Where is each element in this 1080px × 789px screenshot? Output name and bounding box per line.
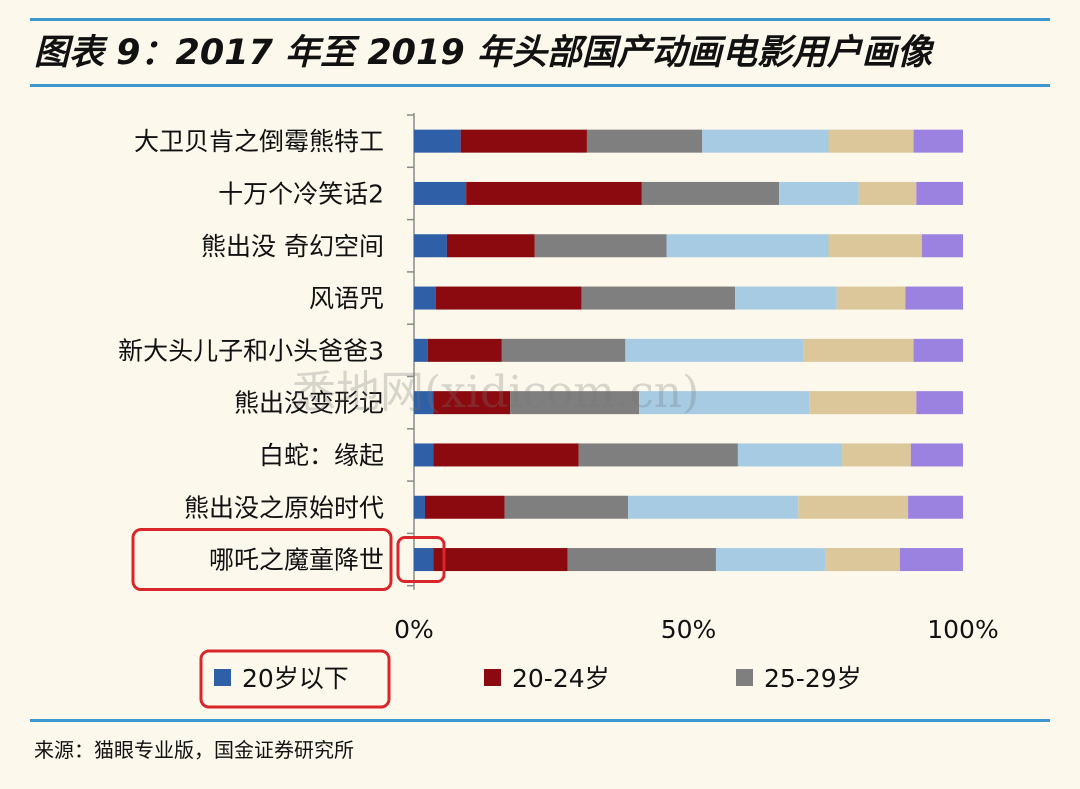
category-label: 白蛇：缘起: [259, 441, 384, 470]
x-tick-label: 50%: [661, 615, 717, 644]
bar-segment-series-4: [715, 548, 826, 572]
highlight-box-category: [131, 528, 393, 592]
bar-segment-20岁以下: [414, 181, 467, 205]
highlight-boxes: [131, 528, 446, 709]
bar-segment-series-4: [779, 181, 859, 205]
bar-segment-series-5: [803, 338, 914, 362]
bar-segment-20-24岁: [424, 495, 505, 519]
bar-segment-series-6: [921, 234, 963, 258]
bar-segment-20岁以下: [414, 548, 434, 572]
bar-segment-series-4: [737, 443, 843, 467]
bar-segment-25-29岁: [534, 234, 667, 258]
highlight-box-segment: [396, 536, 446, 584]
bar-segment-20-24岁: [433, 443, 579, 467]
chart-title: 图表 9：2017 年至 2019 年头部国产动画电影用户画像: [34, 33, 932, 73]
bar-segment-20岁以下: [414, 391, 434, 415]
bar-segment-20岁以下: [414, 234, 447, 258]
bar-segment-series-6: [916, 181, 963, 205]
bar-segment-25-29岁: [586, 129, 703, 153]
bar-segment-25-29岁: [641, 181, 780, 205]
bar-segment-series-4: [628, 495, 799, 519]
bar-segment-series-4: [735, 286, 837, 310]
bar-segment-series-6: [899, 548, 963, 572]
bar-segment-25-29岁: [504, 495, 629, 519]
bar-segment-series-5: [828, 129, 914, 153]
bar-segment-series-6: [910, 443, 963, 467]
bar-segment-series-4: [702, 129, 829, 153]
bar-segment-20岁以下: [414, 286, 436, 310]
category-label: 哪吒之魔童降世: [209, 546, 384, 575]
bar-segment-series-6: [913, 129, 963, 153]
bar-segment-series-6: [905, 286, 963, 310]
bar-segment-25-29岁: [578, 443, 738, 467]
category-label: 十万个冷笑话2: [218, 179, 384, 208]
bar-segment-25-29岁: [510, 391, 640, 415]
bar-segment-20-24岁: [435, 286, 582, 310]
bar-segment-20岁以下: [414, 129, 461, 153]
bar-segment-series-5: [858, 181, 917, 205]
bar-segment-series-5: [825, 548, 900, 572]
bar-segment-20岁以下: [414, 495, 425, 519]
bar-segment-series-5: [842, 443, 911, 467]
bar-segment-20岁以下: [414, 443, 434, 467]
legend-swatch: [214, 669, 231, 686]
category-label: 大卫贝肯之倒霉熊特工: [134, 127, 384, 156]
bar-segment-20岁以下: [414, 338, 428, 362]
footer-rule: [30, 719, 1050, 722]
bar-segment-20-24岁: [446, 234, 535, 258]
legend-label: 20-24岁: [512, 664, 610, 693]
bar-segment-series-5: [809, 391, 917, 415]
legend-label: 25-29岁: [764, 664, 862, 693]
x-tick-label: 0%: [394, 615, 434, 644]
category-label: 熊出没变形记: [234, 389, 384, 418]
bar-segment-series-4: [666, 234, 829, 258]
legend-swatch: [736, 669, 753, 686]
legend-swatch: [484, 669, 501, 686]
legend-label: 20岁以下: [242, 664, 349, 693]
title-rule: [30, 84, 1050, 87]
chart-axes: [407, 113, 415, 590]
category-label: 熊出没之原始时代: [184, 493, 384, 522]
bar-segment-series-5: [828, 234, 922, 258]
category-label: 新大头儿子和小头爸爸3: [118, 336, 384, 365]
bar-segment-20-24岁: [427, 338, 502, 362]
highlight-box-legend: [199, 649, 391, 709]
bar-segment-series-5: [798, 495, 909, 519]
chart-bars: [414, 129, 963, 572]
bar-segment-20-24岁: [433, 391, 511, 415]
bar-segment-series-6: [916, 391, 963, 415]
x-tick-labels: 0% 50% 100%: [394, 615, 999, 644]
bar-segment-25-29岁: [567, 548, 716, 572]
chart-legend: 20岁以下 20-24岁 25-29岁: [214, 664, 862, 693]
bar-segment-series-6: [913, 338, 963, 362]
bar-segment-series-5: [836, 286, 906, 310]
source-note: 来源：猫眼专业版，国金证券研究所: [34, 738, 354, 762]
bar-segment-25-29岁: [581, 286, 736, 310]
bar-segment-series-4: [625, 338, 804, 362]
top-rule: [30, 18, 1050, 21]
bar-segment-20-24岁: [466, 181, 642, 205]
bar-segment-series-6: [908, 495, 963, 519]
bar-segment-20-24岁: [433, 548, 568, 572]
bar-segment-20-24岁: [460, 129, 587, 153]
bar-segment-25-29岁: [501, 338, 626, 362]
x-tick-label: 100%: [927, 615, 998, 644]
category-label: 熊出没 奇幻空间: [201, 232, 384, 261]
bar-segment-series-4: [639, 391, 810, 415]
category-label: 风语咒: [309, 284, 384, 313]
